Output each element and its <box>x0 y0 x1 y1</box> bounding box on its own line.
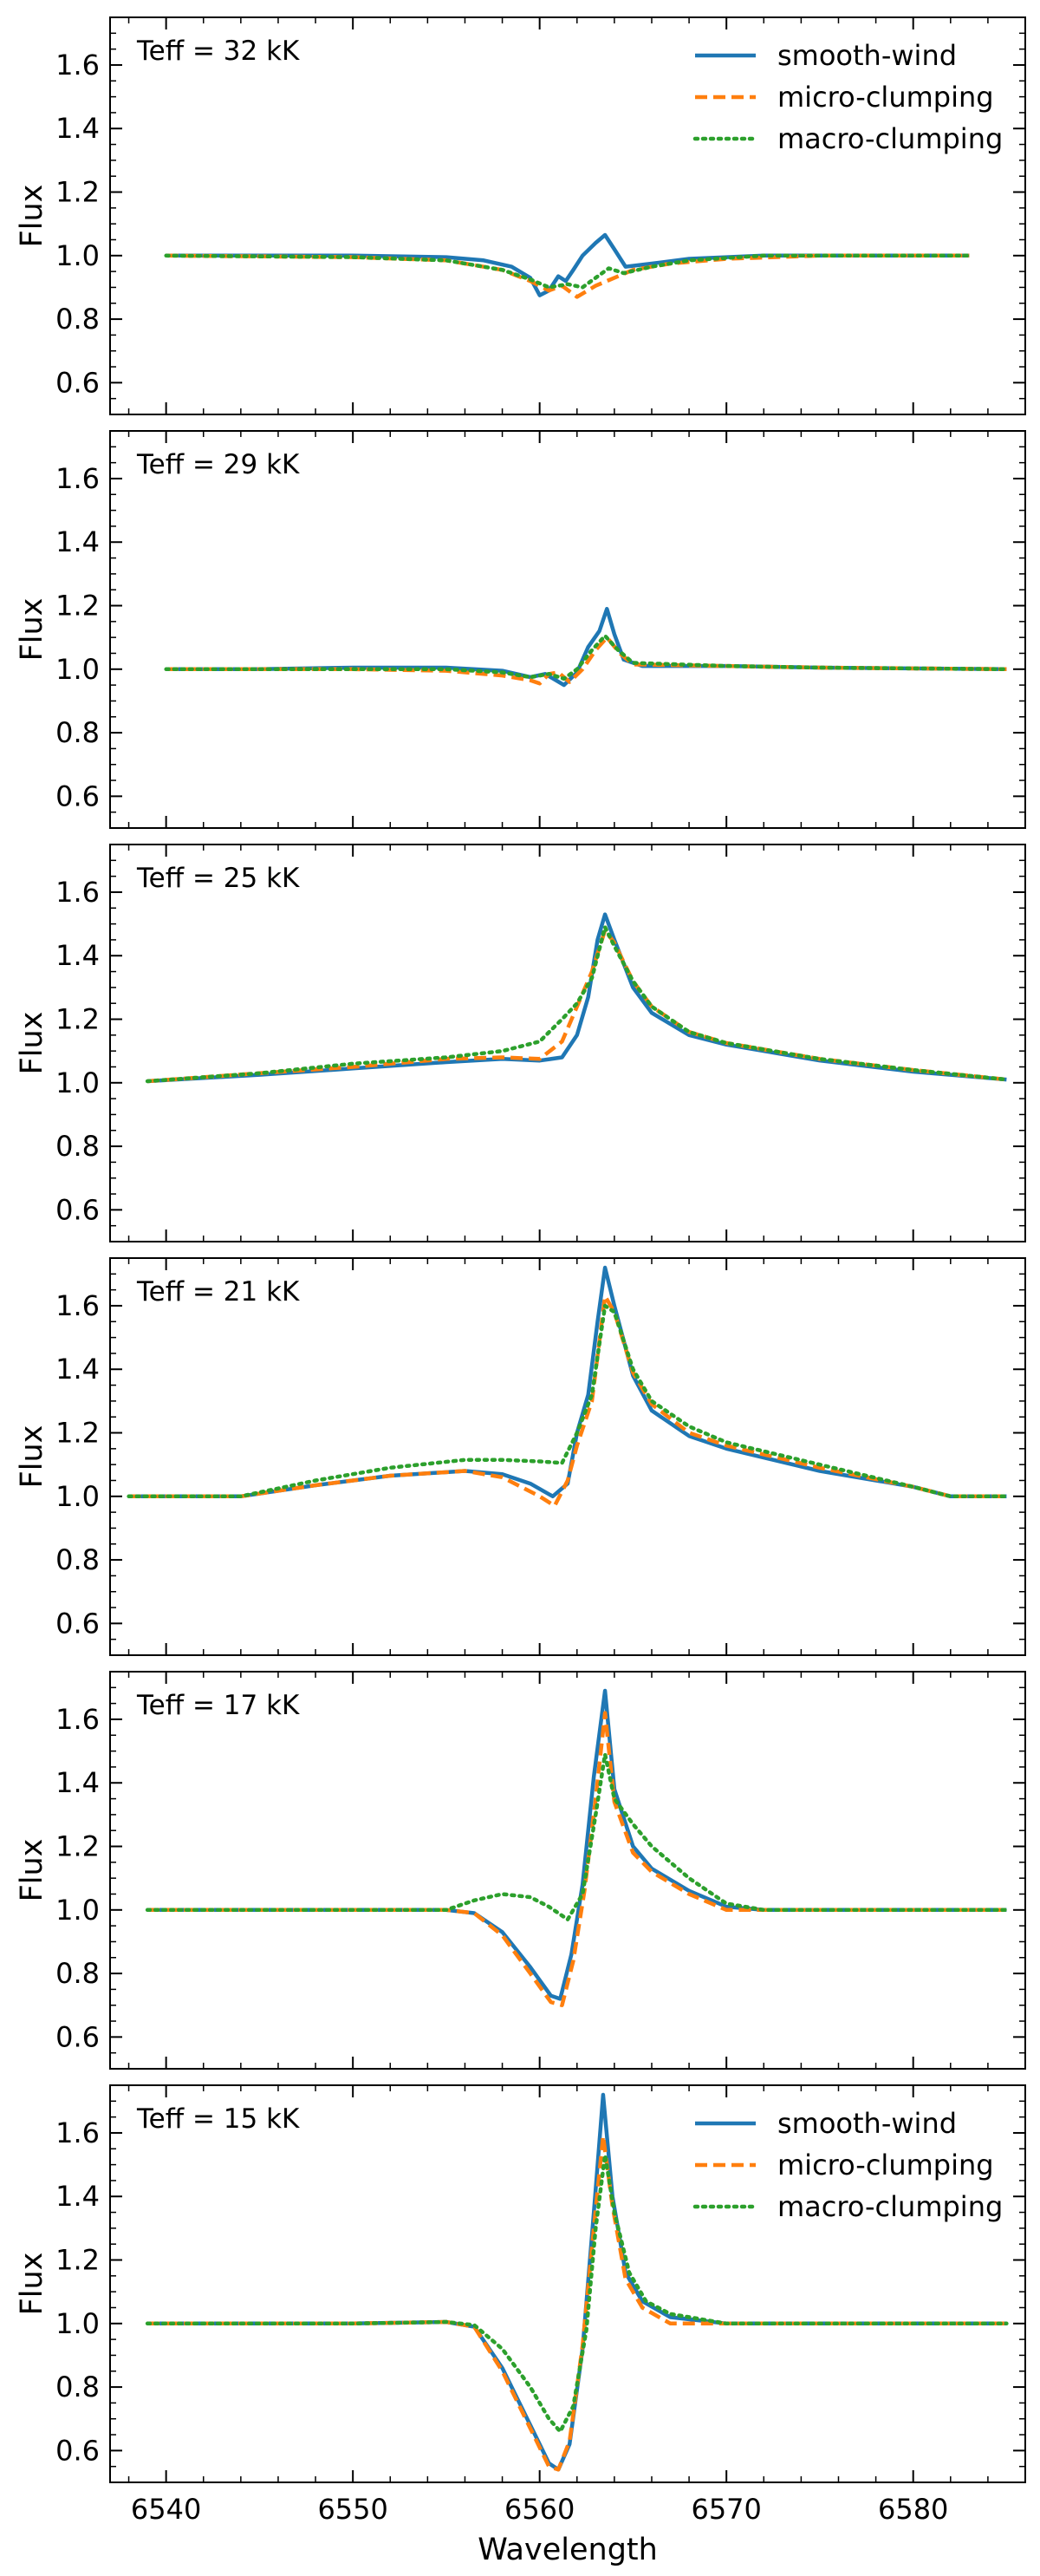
y-tick-label: 1.0 <box>55 239 100 272</box>
y-tick-label: 0.6 <box>55 1607 100 1640</box>
legend-label: smooth-wind <box>777 2107 957 2140</box>
panel-series-group <box>127 1265 1009 1509</box>
y-tick-label: 1.0 <box>55 2307 100 2340</box>
panel-5: 0.6 0.8 1.0 1.2 1.4 1.6 Flux Teff = 17 kK <box>15 1671 1026 2070</box>
series-line-macro-clumping <box>145 1752 1009 1922</box>
panel-frame <box>109 1671 1026 2070</box>
y-tick-label: 0.8 <box>55 303 100 336</box>
y-tick-label: 1.2 <box>55 1003 100 1036</box>
y-tick-label: 1.0 <box>55 653 100 686</box>
y-tick-label: 1.2 <box>55 590 100 623</box>
y-tick-label: 1.4 <box>55 525 100 558</box>
series-line-micro-clumping <box>147 1711 1007 2007</box>
x-tick-label: 6540 <box>131 2493 201 2526</box>
panel-series-group <box>145 912 1009 1084</box>
y-tick-label: 1.2 <box>55 2244 100 2277</box>
y-tick-label: 1.4 <box>55 112 100 145</box>
panel-2: 0.6 0.8 1.0 1.2 1.4 1.6 Flux Teff = 29 kK <box>15 430 1026 829</box>
x-tick-label: 6560 <box>504 2493 575 2526</box>
y-tick-label: 1.0 <box>55 1480 100 1513</box>
panel-frame <box>109 16 1026 415</box>
legend-label: micro-clumping <box>777 2149 994 2181</box>
legend-label: smooth-wind <box>777 39 957 72</box>
panel-frame <box>109 2084 1026 2483</box>
panel-3: 0.6 0.8 1.0 1.2 1.4 1.6 Flux Teff = 25 kK <box>15 844 1026 1242</box>
panel-title: Teff = 15 kK <box>136 2103 300 2135</box>
panel-title: Teff = 25 kK <box>136 863 300 894</box>
panel-4: 0.6 0.8 1.0 1.2 1.4 1.6 Flux Teff = 21 kK <box>15 1257 1026 1656</box>
panel-title: Teff = 29 kK <box>136 449 300 480</box>
panel-1: 0.6 0.8 1.0 1.2 1.4 1.6 Flux Teff = 32 kK smooth… <box>15 16 1026 415</box>
series-line-micro-clumping <box>128 1294 1007 1509</box>
y-tick-label: 0.6 <box>55 1193 100 1226</box>
panel-title: Teff = 21 kK <box>136 1276 300 1308</box>
series-line-smooth-wind <box>146 912 1007 1084</box>
panel-series-group <box>164 606 1009 688</box>
y-tick-label: 0.8 <box>55 2371 100 2403</box>
legend: smooth-wind micro-clumping macro-clumping <box>692 2107 1003 2223</box>
y-tick-label: 0.8 <box>55 1130 100 1163</box>
series-line-macro-clumping <box>127 1303 1009 1499</box>
panel-frame <box>109 1257 1026 1656</box>
panel-series-group <box>145 2092 1009 2472</box>
y-axis-label: Flux <box>15 598 49 662</box>
y-tick-label: 1.4 <box>55 1766 100 1799</box>
y-tick-label: 1.6 <box>55 1289 100 1322</box>
panel-title: Teff = 32 kK <box>136 36 300 67</box>
series-line-micro-clumping <box>166 635 1007 686</box>
y-tick-label: 1.0 <box>55 1066 100 1099</box>
y-axis-label: Flux <box>15 1839 49 1902</box>
y-tick-label: 1.2 <box>55 1830 100 1863</box>
y-axis-label: Flux <box>15 1012 49 1075</box>
series-line-macro-clumping <box>145 2153 1009 2434</box>
series-line-macro-clumping <box>164 253 972 290</box>
y-tick-label: 0.6 <box>55 779 100 812</box>
series-line-smooth-wind <box>147 1688 1007 2001</box>
y-tick-label: 1.4 <box>55 2180 100 2213</box>
y-axis-label: Flux <box>15 1425 49 1489</box>
panel-title: Teff = 17 kK <box>136 1690 300 1721</box>
series-line-macro-clumping <box>145 925 1009 1084</box>
x-tick-label: 6580 <box>878 2493 948 2526</box>
x-axis-label: Wavelength <box>478 2533 658 2567</box>
y-tick-label: 1.0 <box>55 1894 100 1927</box>
y-tick-label: 0.8 <box>55 1543 100 1576</box>
series-line-macro-clumping <box>164 634 1009 681</box>
y-tick-label: 0.8 <box>55 716 100 749</box>
y-tick-label: 1.6 <box>55 462 100 495</box>
x-tick-label: 6550 <box>317 2493 387 2526</box>
y-tick-label: 1.4 <box>55 1353 100 1386</box>
y-tick-label: 1.6 <box>55 876 100 909</box>
y-tick-label: 0.6 <box>55 2434 100 2467</box>
y-tick-label: 1.2 <box>55 1417 100 1450</box>
panel-6: 6540 6550 6560 6570 6580 0.6 0.8 1.0 1.2 1.4 1.6 Fl… <box>15 2084 1026 2526</box>
panel-frame <box>109 430 1026 829</box>
legend-label: macro-clumping <box>777 122 1003 155</box>
series-line-smooth-wind <box>166 232 970 297</box>
y-tick-label: 1.4 <box>55 939 100 972</box>
y-tick-label: 1.6 <box>55 49 100 82</box>
y-tick-label: 1.2 <box>55 176 100 209</box>
y-tick-label: 0.6 <box>55 2020 100 2053</box>
y-tick-label: 1.6 <box>55 1703 100 1736</box>
panel-frame <box>109 844 1026 1242</box>
series-line-smooth-wind <box>166 606 1007 688</box>
legend-label: micro-clumping <box>777 81 994 114</box>
y-axis-label: Flux <box>15 2253 49 2316</box>
series-line-micro-clumping <box>147 2134 1007 2472</box>
y-axis-label: Flux <box>15 185 49 248</box>
legend: smooth-wind micro-clumping macro-clumping <box>692 39 1003 155</box>
y-tick-label: 1.6 <box>55 2116 100 2149</box>
legend-label: macro-clumping <box>777 2190 1003 2223</box>
panel-series-group <box>145 1688 1009 2007</box>
y-tick-label: 0.6 <box>55 366 100 399</box>
x-tick-label: 6570 <box>691 2493 761 2526</box>
panel-series-group <box>164 232 972 299</box>
y-tick-label: 0.8 <box>55 1957 100 1990</box>
